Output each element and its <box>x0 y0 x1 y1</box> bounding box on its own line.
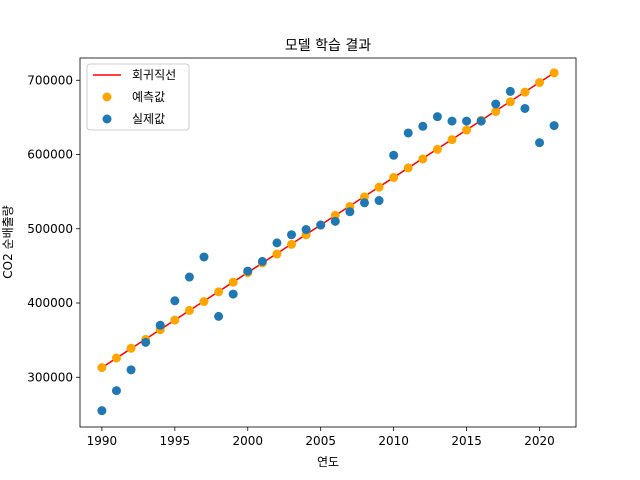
actual-point <box>141 337 151 347</box>
actual-point <box>243 266 253 276</box>
predicted-point <box>505 97 515 107</box>
predicted-point <box>520 87 530 97</box>
predicted-point <box>374 182 384 192</box>
actual-point <box>359 198 369 208</box>
legend-label-predicted: 예측값 <box>132 90 165 104</box>
y-axis: 300000 400000 500000 600000 700000 <box>27 73 80 384</box>
predicted-point <box>287 239 297 249</box>
actual-point <box>535 138 545 148</box>
predicted-point <box>462 125 472 135</box>
x-tick-label: 2010 <box>378 434 409 448</box>
y-tick-label: 500000 <box>27 222 73 236</box>
actual-point <box>418 121 428 131</box>
predicted-point <box>97 363 107 373</box>
actual-point <box>257 256 267 266</box>
predicted-point <box>272 249 282 259</box>
actual-point <box>316 220 326 230</box>
x-axis: 1990 1995 2000 2005 2010 2015 2020 <box>87 427 555 448</box>
actual-point <box>272 238 282 248</box>
actual-point <box>111 386 121 396</box>
actual-point <box>126 365 136 375</box>
x-tick-label: 2000 <box>232 434 263 448</box>
actual-point <box>184 272 194 282</box>
actual-point <box>403 128 413 138</box>
predicted-point <box>447 135 457 145</box>
predicted-point <box>389 173 399 183</box>
y-axis-title: CO2 순배출량 <box>1 205 15 278</box>
predicted-point <box>432 144 442 154</box>
actual-point <box>476 116 486 126</box>
actual-point <box>97 406 107 416</box>
actual-point <box>155 320 165 330</box>
x-tick-label: 2005 <box>305 434 336 448</box>
y-tick-label: 400000 <box>27 296 73 310</box>
chart-title: 모델 학습 결과 <box>285 38 371 54</box>
x-tick-label: 1990 <box>87 434 118 448</box>
y-tick-label: 600000 <box>27 148 73 162</box>
actual-point <box>505 86 515 96</box>
predicted-point <box>199 297 209 307</box>
legend: 회귀직선 예측값 실제값 <box>86 63 190 131</box>
actual-point <box>214 311 224 321</box>
predicted-point <box>170 315 180 325</box>
x-tick-label: 2015 <box>451 434 482 448</box>
actual-point <box>374 196 384 206</box>
legend-label-line: 회귀직선 <box>132 68 176 82</box>
legend-box <box>86 63 190 131</box>
actual-point <box>170 296 180 306</box>
y-tick-label: 300000 <box>27 370 73 384</box>
actual-point <box>447 116 457 126</box>
actual-point <box>432 112 442 122</box>
actual-point <box>228 289 238 299</box>
predicted-point <box>184 305 194 315</box>
actual-point <box>330 216 340 226</box>
x-tick-label: 1995 <box>160 434 191 448</box>
y-tick-label: 700000 <box>27 73 73 87</box>
actual-point <box>301 225 311 235</box>
predicted-point <box>111 353 121 363</box>
predicted-point <box>549 68 559 78</box>
legend-dot-predicted <box>102 92 112 102</box>
actual-point <box>345 207 355 217</box>
legend-label-actual: 실제값 <box>132 112 165 126</box>
actual-point <box>389 150 399 160</box>
series-layer <box>97 68 559 416</box>
actual-point <box>549 121 559 131</box>
predicted-point <box>228 277 238 287</box>
x-axis-title: 연도 <box>317 455 339 469</box>
actual-point <box>491 99 501 109</box>
x-tick-label: 2020 <box>524 434 555 448</box>
actual-point <box>462 116 472 126</box>
predicted-point <box>403 163 413 173</box>
actual-point <box>520 103 530 113</box>
actual-point <box>199 252 209 262</box>
predicted-point <box>491 106 501 116</box>
actual-point <box>287 230 297 240</box>
predicted-point <box>418 154 428 164</box>
legend-dot-actual <box>102 114 112 124</box>
predicted-point <box>535 78 545 88</box>
predicted-point <box>126 343 136 353</box>
predicted-point <box>214 287 224 297</box>
